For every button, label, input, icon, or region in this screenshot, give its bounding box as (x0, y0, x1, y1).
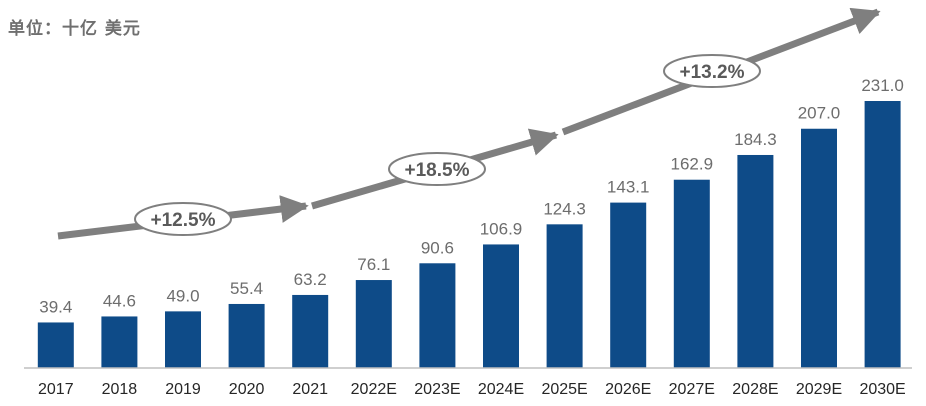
value-label-2025E: 124.3 (543, 199, 586, 218)
x-axis-ticks: 2017 2018 2019 2020 2021 2022E 2023E 2024E 2025E… (38, 381, 906, 398)
value-label-2024E: 106.9 (480, 219, 523, 238)
x-tick-2022E: 2022E (351, 381, 397, 398)
value-label-2030E: 231.0 (861, 76, 904, 95)
value-label-2029E: 207.0 (798, 104, 841, 123)
bars: 39.4 44.6 49.0 55.4 63.2 76.1 90.6 106.9 124.3 14… (37, 76, 904, 368)
x-tick-2019: 2019 (165, 381, 201, 398)
bar-2019 (165, 311, 201, 368)
x-tick-2024E: 2024E (478, 381, 524, 398)
x-tick-2020: 2020 (229, 381, 265, 398)
x-tick-2017: 2017 (38, 381, 74, 398)
value-label-2018: 44.6 (103, 291, 136, 310)
x-tick-2021: 2021 (292, 381, 328, 398)
growth-badge-3 (663, 54, 761, 88)
value-label-2020: 55.4 (230, 279, 263, 298)
value-label-2022E: 76.1 (357, 255, 390, 274)
value-label-2019: 49.0 (166, 286, 199, 305)
bar-2021 (292, 294, 329, 368)
bar-2020 (228, 303, 265, 368)
bar-2029E (801, 128, 837, 368)
x-tick-2026E: 2026E (605, 381, 651, 398)
value-label-2023E: 90.6 (421, 238, 454, 257)
x-tick-2028E: 2028E (732, 381, 778, 398)
growth-label-3: +13.2% (680, 62, 745, 83)
growth-badge-1 (134, 202, 232, 236)
bar-2026E (610, 202, 647, 368)
value-label-2017: 39.4 (39, 297, 72, 316)
value-label-2026E: 143.1 (607, 178, 650, 197)
bar-2017 (37, 322, 74, 368)
bar-2025E (546, 224, 583, 368)
growth-label-1: +12.5% (151, 210, 216, 231)
x-tick-2027E: 2027E (669, 381, 715, 398)
growth-label-2: +18.5% (405, 160, 470, 181)
bar-2018 (101, 316, 138, 368)
value-label-2027E: 162.9 (671, 155, 714, 174)
x-tick-2030E: 2030E (859, 381, 905, 398)
bar-2022E (355, 280, 392, 368)
value-label-2028E: 184.3 (734, 130, 777, 149)
bar-2030E (864, 101, 901, 368)
x-tick-2025E: 2025E (541, 381, 587, 398)
value-label-2021: 63.2 (294, 270, 327, 289)
unit-label: 单位：十亿 美元 (8, 19, 141, 39)
x-tick-2029E: 2029E (796, 381, 842, 398)
x-tick-2018: 2018 (102, 381, 138, 398)
bar-2023E (419, 263, 456, 368)
bar-2028E (737, 154, 774, 368)
x-tick-2023E: 2023E (414, 381, 460, 398)
bar-2027E (673, 179, 710, 368)
growth-annotations: +12.5% +18.5% +13.2% (134, 54, 761, 236)
growth-badge-2 (388, 152, 486, 186)
bar-2024E (483, 244, 519, 368)
